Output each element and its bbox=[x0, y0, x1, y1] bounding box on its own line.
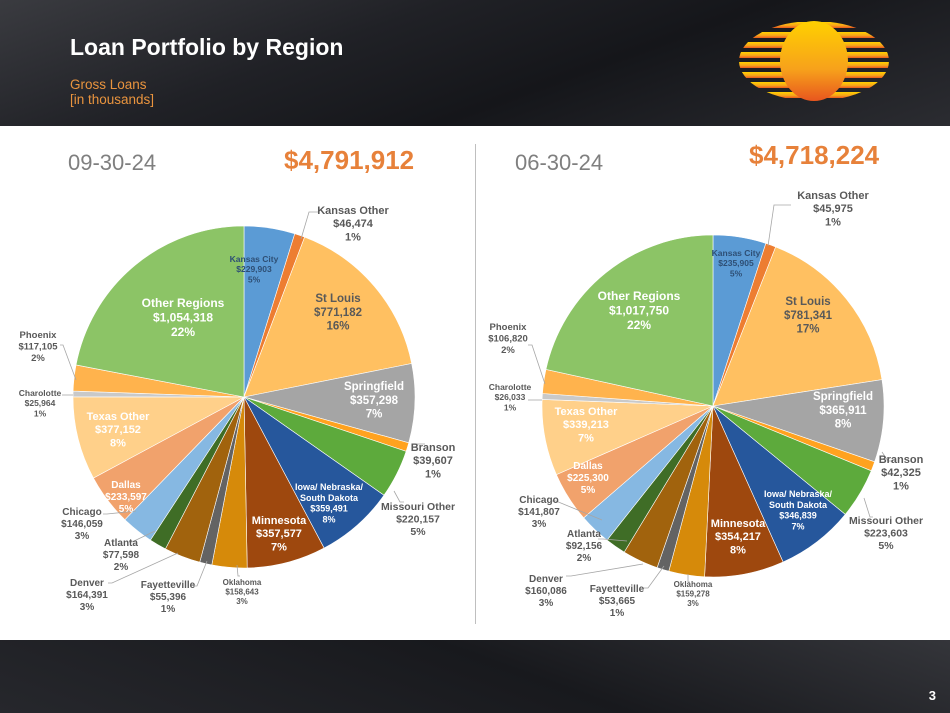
data-label-oklahoma: Oklahoma $159,278 3% bbox=[674, 580, 713, 608]
data-label-phoenix: Phoenix $117,105 2% bbox=[18, 330, 58, 364]
leader-line-denver bbox=[566, 563, 644, 577]
data-label-atlanta: Atlanta $92,156 2% bbox=[566, 529, 603, 564]
data-label-atlanta: Atlanta $77,598 2% bbox=[103, 538, 140, 573]
data-label-denver: Denver $160,086 3% bbox=[525, 574, 567, 609]
data-label-minnesota: Minnesota $354,217 8% bbox=[711, 518, 766, 556]
leader-line-missouri-other bbox=[863, 497, 873, 518]
leader-line-denver bbox=[108, 552, 179, 584]
panel-divider bbox=[475, 144, 476, 624]
leader-line-chicago bbox=[103, 510, 137, 515]
chart-2-total: $4,718,224 bbox=[749, 140, 880, 170]
data-label-iowa-nebraska-south-dakota: Iowa/ Nebraska/South Dakota $359,491 8% bbox=[295, 482, 364, 524]
page-number: 3 bbox=[928, 688, 936, 703]
data-label-branson: Branson $42,325 1% bbox=[879, 454, 924, 492]
data-label-chicago: Chicago $146,059 3% bbox=[61, 507, 103, 542]
leader-line-kansas-other bbox=[767, 204, 791, 247]
data-label-minnesota: Minnesota $357,577 7% bbox=[252, 515, 307, 553]
leader-line-missouri-other bbox=[393, 490, 404, 503]
data-label-fayetteville: Fayetteville $55,396 1% bbox=[141, 580, 196, 615]
data-label-phoenix: Phoenix $106,820 2% bbox=[488, 322, 528, 356]
footer-background bbox=[0, 640, 950, 713]
data-label-missouri-other: Missouri Other $220,157 5% bbox=[381, 501, 455, 538]
data-label-denver: Denver $164,391 3% bbox=[66, 578, 108, 613]
leader-line-chicago bbox=[552, 500, 603, 521]
subtitle-line-2: [in thousands] bbox=[70, 92, 155, 107]
data-label-texas-other: Texas Other $339,213 7% bbox=[555, 406, 618, 444]
leader-line-phoenix bbox=[60, 344, 77, 381]
pie-slice-other-regions bbox=[75, 225, 245, 398]
chart-2-date: 06-30-24 bbox=[515, 150, 604, 175]
data-label-st-louis: St Louis $771,182 16% bbox=[314, 293, 362, 333]
data-label-other-regions: Other Regions $1,054,318 22% bbox=[142, 296, 225, 339]
subtitle-line-1: Gross Loans bbox=[70, 77, 147, 92]
data-label-st-louis: St Louis $781,341 17% bbox=[784, 296, 833, 336]
data-label-kansas-city: Kansas City $229,903 5% bbox=[230, 254, 279, 284]
data-label-kansas-city: Kansas City $235,905 5% bbox=[712, 248, 761, 278]
data-label-texas-other: Texas Other $377,152 8% bbox=[87, 411, 150, 449]
data-label-dallas: Dallas $233,597 5% bbox=[105, 480, 147, 515]
data-label-springfield: Springfield $365,911 8% bbox=[813, 391, 873, 431]
data-label-missouri-other: Missouri Other $223,603 5% bbox=[849, 515, 923, 552]
data-label-chicago: Chicago $141,807 3% bbox=[518, 495, 560, 530]
leader-line-fayetteville bbox=[193, 560, 208, 587]
leader-line-atlanta bbox=[129, 530, 156, 543]
pie-slice-st-louis bbox=[712, 246, 883, 407]
data-label-iowa-nebraska-south-dakota: Iowa/ Nebraska/South Dakota $346,839 7% bbox=[764, 489, 833, 531]
data-label-springfield: Springfield $357,298 7% bbox=[344, 381, 404, 421]
data-label-other-regions: Other Regions $1,017,750 22% bbox=[598, 289, 681, 332]
chart-1-total: $4,791,912 bbox=[284, 145, 415, 175]
leader-line-kansas-other bbox=[300, 211, 318, 240]
company-logo bbox=[739, 21, 889, 101]
data-label-branson: Branson $39,607 1% bbox=[411, 442, 456, 480]
page-title: Loan Portfolio by Region bbox=[70, 34, 344, 60]
data-label-kansas-other: Kansas Other $46,474 1% bbox=[317, 205, 389, 243]
data-label-charolotte: Charolotte $26,033 1% bbox=[489, 382, 532, 412]
leader-line-atlanta bbox=[598, 538, 628, 542]
pie-slice-st-louis bbox=[243, 236, 413, 398]
pie-slice-other-regions bbox=[545, 234, 714, 407]
leader-line-oklahoma bbox=[236, 564, 240, 577]
leader-line-branson bbox=[881, 451, 893, 462]
data-label-fayetteville: Fayetteville $53,665 1% bbox=[590, 584, 645, 619]
leader-line-oklahoma bbox=[687, 574, 690, 583]
data-label-charolotte: Charolotte $25,964 1% bbox=[19, 388, 62, 418]
page-subtitle: Gross Loans [in thousands] bbox=[70, 77, 154, 107]
leader-line-phoenix bbox=[528, 344, 546, 385]
data-label-dallas: Dallas $225,300 5% bbox=[567, 461, 609, 496]
pie-slices bbox=[541, 234, 885, 578]
chart-1-date: 09-30-24 bbox=[68, 150, 157, 175]
data-label-kansas-other: Kansas Other $45,975 1% bbox=[797, 190, 869, 228]
pie-slices bbox=[72, 225, 416, 569]
leader-line-fayetteville bbox=[643, 565, 665, 589]
data-label-oklahoma: Oklahoma $158,643 3% bbox=[223, 578, 262, 606]
